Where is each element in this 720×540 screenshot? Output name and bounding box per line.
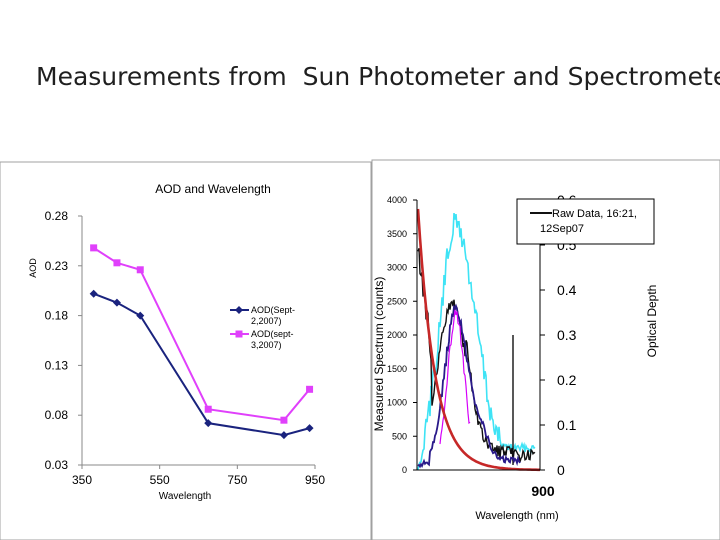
spectrum-chart: Measured Spectrum (counts) Optical Depth… bbox=[371, 159, 720, 540]
spectrum-y-axis-label: Measured Spectrum (counts) bbox=[372, 277, 386, 432]
aod-legend-label-2: AOD(sept- bbox=[251, 329, 294, 339]
aod-data-point bbox=[113, 259, 121, 267]
aod-data-point bbox=[136, 311, 145, 320]
aod-data-point bbox=[204, 405, 212, 413]
aod-legend-label-1: AOD(Sept- bbox=[251, 305, 295, 315]
optical-depth-axis-label: Optical Depth bbox=[645, 285, 659, 358]
slide-title: Measurements from Sun Photometer and Spe… bbox=[36, 62, 720, 91]
aod-data-point bbox=[280, 416, 288, 424]
aod-y-tick-label: 0.23 bbox=[45, 259, 69, 273]
spectrum-y-tick-label: 2000 bbox=[387, 330, 407, 340]
spectrum-legend-box bbox=[516, 198, 655, 245]
spectrum-series-line-1 bbox=[417, 248, 536, 463]
aod-data-point bbox=[90, 244, 98, 252]
aod-data-point bbox=[204, 419, 213, 428]
aod-legend-marker-1 bbox=[235, 306, 243, 314]
spectrum-y-tick-label: 1500 bbox=[387, 364, 407, 374]
spectrum-legend: Raw Data, 16:21, 12Sep07 bbox=[516, 198, 655, 245]
aod-data-point bbox=[136, 266, 144, 274]
spectrum-x-axis-label: Wavelength (nm) bbox=[475, 510, 558, 522]
aod-x-tick-label: 550 bbox=[150, 473, 170, 487]
spectrum-series-line-4 bbox=[416, 208, 540, 472]
optical-depth-tick-label: 0 bbox=[557, 462, 565, 478]
spectrum-y-tick-label: 1000 bbox=[387, 398, 407, 408]
spectrum-y-tick-label: 500 bbox=[392, 431, 407, 441]
aod-legend-marker-2 bbox=[235, 330, 243, 338]
aod-x-tick-label: 950 bbox=[305, 473, 325, 487]
aod-series bbox=[89, 244, 314, 440]
spectrum-y-tick-label: 0 bbox=[402, 465, 407, 475]
optical-depth-tick-label: 0.4 bbox=[557, 282, 577, 298]
spectrum-y-tick-label: 3500 bbox=[387, 229, 407, 239]
aod-y-tick-label: 0.13 bbox=[45, 358, 69, 372]
aod-y-tick-label: 0.18 bbox=[45, 309, 69, 323]
aod-y-axis-label: AOD bbox=[28, 258, 38, 278]
aod-chart-title: AOD and Wavelength bbox=[155, 182, 271, 196]
spectrum-series-line-2 bbox=[417, 303, 521, 469]
aod-series-line-1 bbox=[93, 292, 310, 437]
aod-axes: 0.03 0.08 0.13 0.18 0.23 0.28 350 550 750 950 bbox=[45, 209, 326, 487]
spectrum-y-tick-label: 2500 bbox=[387, 296, 407, 306]
aod-chart-frame bbox=[0, 161, 372, 540]
aod-legend-label-2: 3,2007) bbox=[251, 340, 282, 350]
optical-depth-tick-label: 0.2 bbox=[557, 372, 577, 388]
aod-legend-label-1: 2,2007) bbox=[251, 316, 282, 326]
aod-chart: AOD and Wavelength AOD Wavelength 0.030.… bbox=[0, 161, 372, 540]
aod-series-line-2 bbox=[93, 247, 311, 422]
aod-y-tick-label: 0.28 bbox=[45, 209, 69, 223]
aod-x-tick-label: 750 bbox=[227, 473, 247, 487]
aod-x-axis-label: Wavelength bbox=[159, 491, 211, 502]
aod-data-point bbox=[305, 424, 314, 433]
spectrum-series-line-3 bbox=[417, 212, 536, 471]
optical-depth-tick-label: 0.1 bbox=[557, 417, 577, 433]
aod-data-point bbox=[279, 431, 288, 440]
spectrum-legend-label: 12Sep07 bbox=[540, 223, 584, 235]
aod-data-point bbox=[89, 289, 98, 298]
aod-legend: AOD(Sept-2,2007) AOD(sept-3,2007) bbox=[230, 300, 296, 356]
aod-y-tick-label: 0.03 bbox=[45, 458, 69, 472]
aod-x-tick-label: 350 bbox=[72, 473, 92, 487]
spectrum-y-tick-label: 3000 bbox=[387, 263, 407, 273]
spectrum-x-tick-label: 900 bbox=[531, 483, 555, 499]
spectrum-legend-label: Raw Data, 16:21, bbox=[552, 208, 637, 220]
aod-y-tick-label: 0.08 bbox=[45, 408, 69, 422]
aod-data-point bbox=[306, 385, 314, 393]
optical-depth-tick-label: 0.3 bbox=[557, 327, 577, 343]
spectrum-series-overlay bbox=[439, 309, 471, 445]
spectrum-plot bbox=[416, 208, 540, 472]
spectrum-y-tick-label: 4000 bbox=[387, 195, 407, 205]
aod-data-point bbox=[112, 298, 121, 307]
